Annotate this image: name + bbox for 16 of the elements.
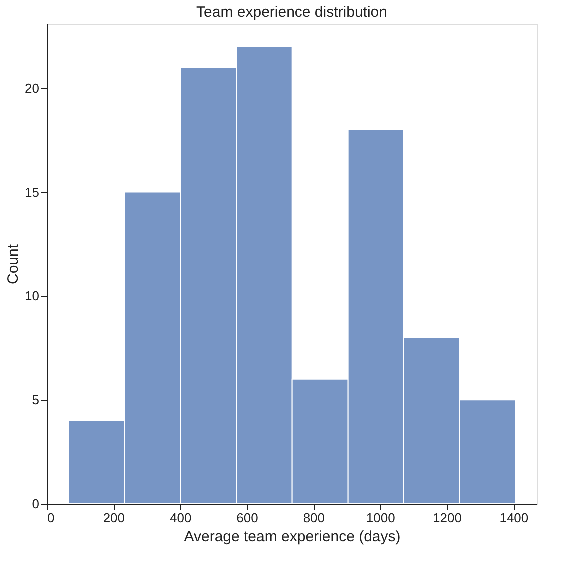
x-tick-label: 0	[48, 510, 55, 526]
y-tick-label: 0	[32, 496, 40, 512]
x-tick-label: 1200	[433, 510, 462, 526]
x-tick-label: 1000	[366, 510, 396, 526]
x-tick-label: 1400	[500, 510, 529, 526]
chart-title: Team experience distribution	[196, 4, 388, 21]
y-tick-label: 20	[25, 80, 40, 96]
x-tick-label: 600	[236, 510, 258, 526]
x-tick-label: 200	[103, 510, 126, 526]
x-tick-label: 400	[170, 510, 192, 526]
x-axis-title: Average team experience (days)	[184, 528, 401, 546]
y-tick-label: 5	[32, 392, 40, 408]
y-axis-title: Count	[5, 244, 22, 285]
y-tick-label: 15	[25, 184, 40, 200]
y-tick-label: 10	[25, 288, 40, 304]
x-tick-label: 800	[303, 510, 326, 526]
